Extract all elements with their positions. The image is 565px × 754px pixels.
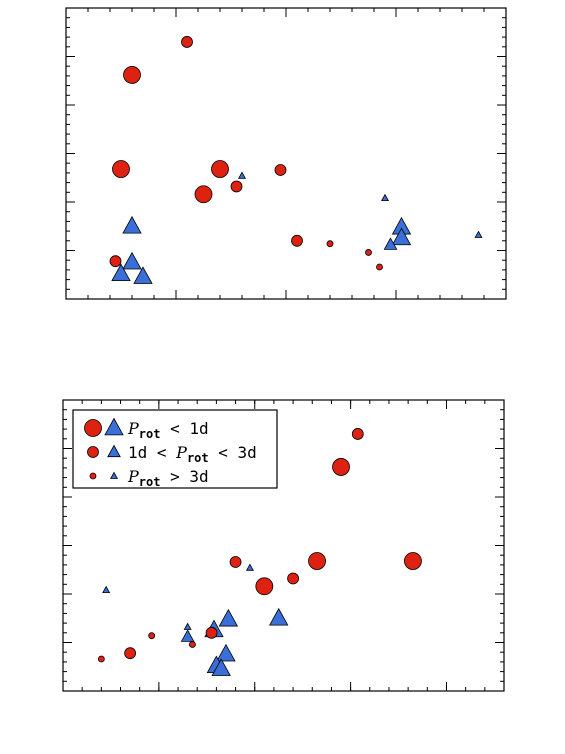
legend-symbol: P xyxy=(127,419,139,438)
data-point-circle xyxy=(123,66,141,84)
legend-prefix: 1d < xyxy=(128,443,176,462)
data-point-circle xyxy=(308,552,326,570)
data-point-circle xyxy=(189,641,196,648)
data-point-circle xyxy=(404,552,422,570)
data-point-circle xyxy=(181,36,193,48)
legend-triangle-symbol xyxy=(109,471,119,479)
data-point-triangle xyxy=(102,585,111,594)
data-point-triangle xyxy=(183,622,192,630)
data-point-circle xyxy=(351,428,364,440)
data-point-circle xyxy=(274,164,287,176)
data-point-triangle xyxy=(111,263,131,282)
data-point-circle xyxy=(376,263,383,271)
legend-label: Prot < 1d xyxy=(127,419,209,441)
data-point-circle xyxy=(332,458,350,476)
data-point-triangle xyxy=(245,563,254,571)
data-point-triangle xyxy=(269,607,289,626)
data-point-circle xyxy=(326,240,334,248)
data-point-circle xyxy=(211,160,229,178)
data-point-triangle xyxy=(216,643,236,662)
data-point-triangle xyxy=(211,658,231,676)
legend-box xyxy=(72,409,278,489)
legend-label: Prot > 3d xyxy=(127,467,209,489)
legend-subscript: rot xyxy=(139,475,161,489)
data-point-triangle xyxy=(380,193,390,202)
legend-symbol: P xyxy=(175,443,187,462)
legend-suffix: > 3d xyxy=(160,467,208,486)
data-point-circle xyxy=(255,577,274,596)
legend-circle-symbol xyxy=(87,446,99,458)
legend-circle-symbol xyxy=(89,472,97,480)
data-point-triangle xyxy=(237,171,247,179)
data-point-circle xyxy=(291,234,303,247)
legend-triangle-symbol xyxy=(104,417,124,436)
data-point-circle xyxy=(230,180,243,193)
legend-label: 1d < Prot < 3d xyxy=(128,443,257,465)
data-point-triangle xyxy=(133,266,153,284)
legend-suffix: < 1d xyxy=(160,419,208,438)
legend-circle-symbol xyxy=(84,419,102,437)
data-point-triangle xyxy=(122,251,142,270)
data-point-circle xyxy=(194,185,213,204)
data-point-circle xyxy=(365,249,372,256)
legend-triangle-symbol xyxy=(107,444,121,458)
data-point-circle xyxy=(148,632,156,640)
data-point-circle xyxy=(229,556,242,568)
data-point-triangle xyxy=(180,629,195,642)
chart-panel-1 xyxy=(65,7,507,300)
data-point-circle xyxy=(109,255,122,268)
legend-subscript: rot xyxy=(187,451,209,465)
data-point-circle xyxy=(97,655,105,663)
data-point-circle xyxy=(287,572,299,585)
data-point-triangle xyxy=(122,215,142,234)
legend-subscript: rot xyxy=(139,427,161,441)
data-point-triangle xyxy=(218,608,239,627)
data-point-circle xyxy=(112,160,130,178)
legend-symbol: P xyxy=(127,467,139,486)
data-point-triangle xyxy=(383,237,398,250)
data-point-circle xyxy=(205,626,218,639)
data-point-triangle xyxy=(391,227,412,246)
data-point-circle xyxy=(124,647,137,660)
legend-suffix: < 3d xyxy=(209,443,257,462)
data-point-triangle xyxy=(474,230,483,238)
